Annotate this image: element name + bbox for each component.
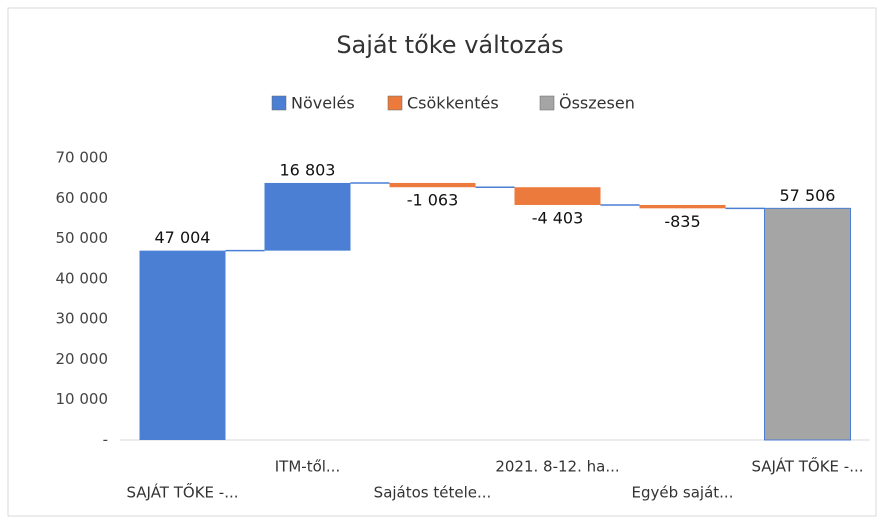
y-tick-label: -: [103, 431, 108, 449]
value-label: -835: [664, 212, 700, 231]
legend-label: Összesen: [559, 94, 635, 113]
y-tick-label: 50 000: [56, 229, 109, 247]
bar: [764, 207, 851, 441]
chart-title: Saját tőke változás: [336, 31, 563, 59]
value-label: 57 506: [780, 186, 836, 205]
y-tick-label: 30 000: [56, 310, 109, 328]
y-tick-label: 70 000: [56, 149, 109, 167]
x-tick-label: Sajátos tétele...: [374, 484, 492, 502]
x-tick-label: SAJÁT TŐKE -...: [126, 482, 238, 502]
x-tick-label: SAJÁT TŐKE -...: [751, 456, 863, 476]
legend-label: Növelés: [291, 94, 355, 113]
bar: [639, 204, 726, 209]
value-label: -4 403: [532, 208, 584, 227]
y-tick-label: 40 000: [56, 269, 109, 287]
bar: [389, 182, 476, 188]
x-tick-label: Egyéb saját...: [632, 484, 734, 502]
legend-label: Csökkentés: [407, 94, 499, 113]
y-tick-label: 60 000: [56, 189, 109, 207]
bar: [264, 182, 351, 251]
legend-swatch: [271, 95, 287, 111]
legend-swatch: [387, 95, 403, 111]
x-tick-label: ITM-től...: [275, 458, 340, 476]
value-label: 47 004: [155, 228, 211, 247]
y-tick-label: 10 000: [56, 390, 109, 408]
value-label: -1 063: [407, 191, 459, 210]
bar: [139, 250, 226, 440]
x-tick-label: 2021. 8-12. ha...: [495, 458, 619, 476]
legend-swatch: [539, 95, 555, 111]
value-label: 16 803: [280, 160, 336, 179]
y-tick-label: 20 000: [56, 350, 109, 368]
bar: [514, 187, 601, 205]
